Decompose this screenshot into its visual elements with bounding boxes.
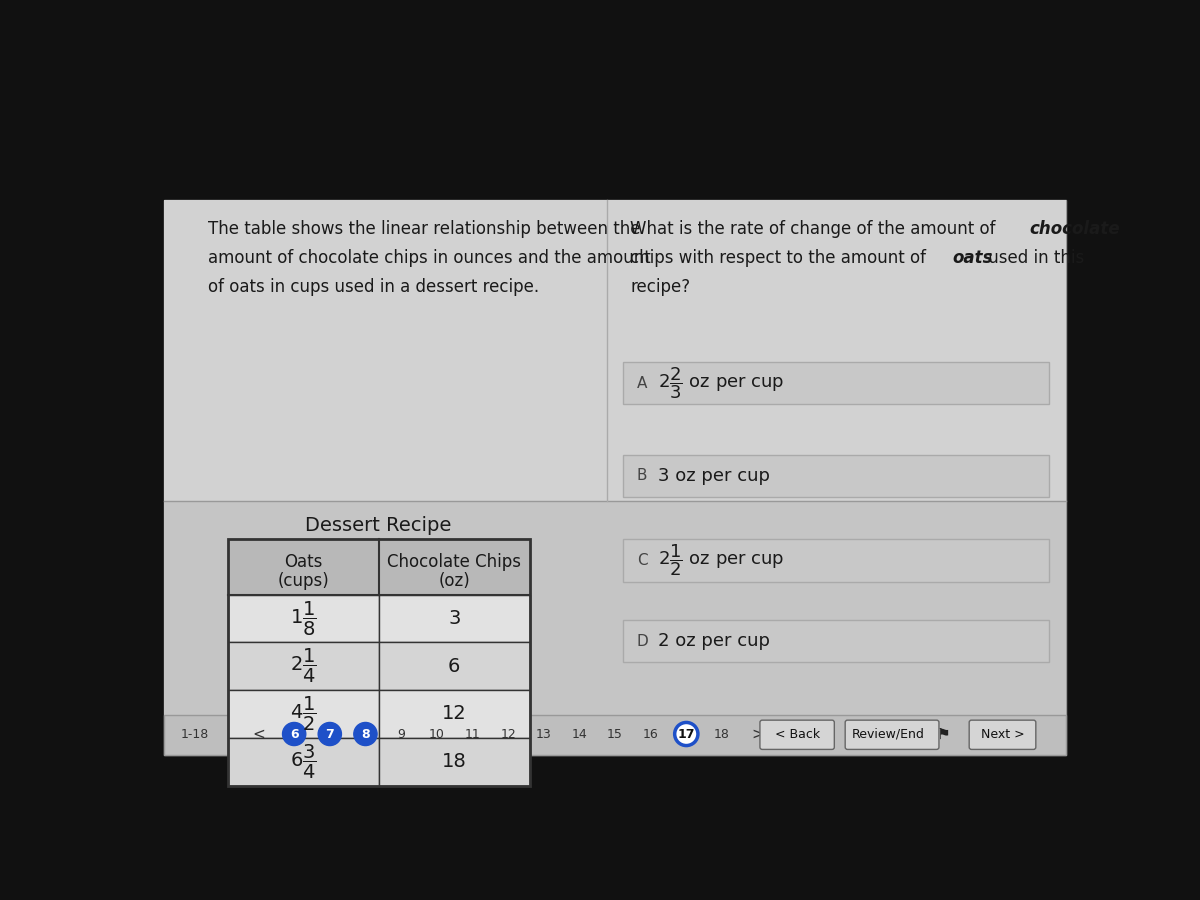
Text: Chocolate Chips: Chocolate Chips [388, 554, 521, 572]
Text: 12: 12 [442, 705, 467, 724]
Text: amount of chocolate chips in ounces and the amount: amount of chocolate chips in ounces and … [208, 249, 650, 267]
Text: 9: 9 [397, 727, 406, 741]
Text: oats: oats [952, 249, 992, 267]
FancyBboxPatch shape [228, 643, 379, 690]
Text: 3 oz per cup: 3 oz per cup [658, 467, 769, 485]
FancyBboxPatch shape [845, 720, 938, 750]
Text: Dessert Recipe: Dessert Recipe [306, 516, 452, 536]
Text: Oats: Oats [284, 554, 323, 572]
Text: recipe?: recipe? [630, 278, 691, 296]
FancyBboxPatch shape [164, 201, 1066, 755]
Text: 2 oz per cup: 2 oz per cup [658, 632, 769, 650]
Text: >: > [751, 726, 764, 742]
Text: 16: 16 [643, 727, 659, 741]
Text: D: D [637, 634, 648, 649]
Text: 1-18: 1-18 [181, 727, 209, 741]
FancyBboxPatch shape [970, 720, 1036, 750]
FancyBboxPatch shape [228, 539, 529, 595]
Text: 7: 7 [325, 727, 334, 741]
Text: (oz): (oz) [438, 572, 470, 590]
FancyBboxPatch shape [379, 690, 529, 738]
FancyBboxPatch shape [623, 362, 1049, 404]
Text: 18: 18 [714, 727, 730, 741]
FancyBboxPatch shape [164, 500, 1066, 755]
Text: ⚑: ⚑ [937, 726, 950, 742]
Text: What is the rate of change of the amount of: What is the rate of change of the amount… [630, 220, 1001, 238]
FancyBboxPatch shape [379, 738, 529, 786]
Circle shape [354, 723, 377, 745]
Text: chocolate: chocolate [1030, 220, 1121, 238]
FancyBboxPatch shape [623, 454, 1049, 497]
Text: 13: 13 [536, 727, 552, 741]
Text: of oats in cups used in a dessert recipe.: of oats in cups used in a dessert recipe… [208, 278, 539, 296]
Text: 18: 18 [442, 752, 467, 771]
Text: The table shows the linear relationship between the: The table shows the linear relationship … [208, 220, 641, 238]
Text: 12: 12 [500, 727, 516, 741]
Text: Review/End: Review/End [851, 727, 924, 741]
FancyBboxPatch shape [164, 715, 1066, 755]
Text: 6: 6 [290, 727, 299, 741]
Text: 3: 3 [448, 609, 461, 628]
Text: C: C [637, 553, 647, 568]
Text: Next >: Next > [980, 727, 1025, 741]
Circle shape [674, 723, 698, 745]
FancyBboxPatch shape [623, 620, 1049, 662]
Text: $1\dfrac{1}{8}$: $1\dfrac{1}{8}$ [289, 599, 317, 637]
Text: 10: 10 [428, 727, 445, 741]
Text: B: B [637, 468, 647, 483]
FancyBboxPatch shape [228, 738, 379, 786]
FancyBboxPatch shape [760, 720, 834, 750]
Text: 8: 8 [361, 727, 370, 741]
Circle shape [318, 723, 342, 745]
FancyBboxPatch shape [164, 201, 1066, 500]
Text: used in this: used in this [983, 249, 1085, 267]
Text: 11: 11 [464, 727, 480, 741]
Text: $2\dfrac{1}{2}$ oz per cup: $2\dfrac{1}{2}$ oz per cup [658, 543, 784, 578]
FancyBboxPatch shape [228, 595, 379, 643]
Text: (cups): (cups) [277, 572, 329, 590]
Text: <: < [252, 726, 265, 742]
FancyBboxPatch shape [379, 595, 529, 643]
Text: 14: 14 [571, 727, 587, 741]
Circle shape [282, 723, 306, 745]
Text: 17: 17 [678, 727, 695, 741]
Text: chips with respect to the amount of: chips with respect to the amount of [630, 249, 931, 267]
Text: 15: 15 [607, 727, 623, 741]
Text: $6\dfrac{3}{4}$: $6\dfrac{3}{4}$ [289, 742, 317, 781]
FancyBboxPatch shape [379, 643, 529, 690]
Text: A: A [637, 376, 647, 391]
Text: $2\dfrac{2}{3}$ oz per cup: $2\dfrac{2}{3}$ oz per cup [658, 365, 784, 401]
Text: $4\dfrac{1}{2}$: $4\dfrac{1}{2}$ [289, 695, 317, 733]
Text: $2\dfrac{1}{4}$: $2\dfrac{1}{4}$ [289, 647, 317, 685]
Text: < Back: < Back [774, 727, 820, 741]
FancyBboxPatch shape [623, 539, 1049, 581]
Text: 6: 6 [448, 657, 461, 676]
FancyBboxPatch shape [228, 690, 379, 738]
